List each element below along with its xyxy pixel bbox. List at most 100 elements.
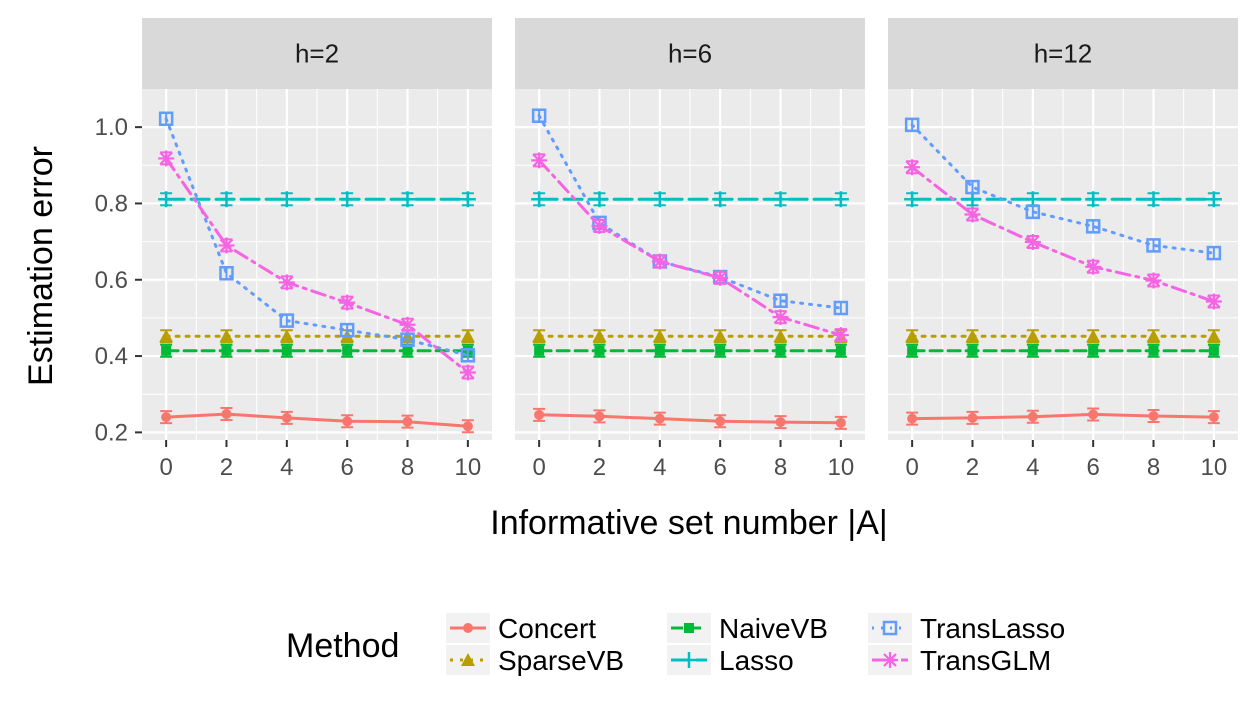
data-point — [161, 345, 172, 356]
data-point — [279, 313, 295, 328]
data-point — [652, 329, 667, 343]
data-point — [965, 329, 980, 343]
data-point — [1206, 245, 1222, 261]
data-point — [339, 294, 356, 311]
data-point — [399, 191, 416, 208]
data-point — [339, 322, 355, 338]
data-point — [833, 300, 849, 316]
data-point — [712, 191, 729, 208]
data-point — [904, 191, 921, 208]
series-line — [164, 412, 470, 428]
data-point — [967, 412, 978, 423]
series-group — [531, 108, 849, 430]
series-line — [537, 413, 843, 425]
data-point — [1027, 345, 1038, 356]
data-point — [1145, 272, 1162, 289]
data-point — [651, 253, 668, 270]
x-tick-label: 4 — [1026, 454, 1039, 481]
series-line — [537, 114, 843, 310]
data-point — [218, 237, 235, 254]
legend-marker — [882, 620, 898, 636]
legend-title: Method — [286, 627, 399, 665]
legend-entry-translasso: TransLasso — [868, 613, 1065, 644]
data-point — [832, 191, 849, 208]
data-point — [1208, 412, 1219, 423]
y-tick-label: 0.2 — [95, 419, 128, 446]
data-point — [342, 345, 353, 356]
x-tick-label: 8 — [401, 454, 414, 481]
panel-h-2: h=2 0 2 4 6 8 10 — [142, 18, 492, 481]
data-point — [1146, 238, 1161, 253]
data-point — [712, 269, 729, 286]
series-group — [904, 117, 1222, 426]
y-axis-title: Estimation error — [22, 146, 60, 386]
legend-label: SparseVB — [498, 645, 624, 676]
series-sparsevb — [905, 329, 1221, 344]
x-tick-label: 0 — [159, 454, 172, 481]
y-tick-label: 0.8 — [95, 190, 128, 217]
data-point — [221, 409, 232, 420]
gridlines — [142, 89, 492, 440]
data-point — [1085, 219, 1101, 234]
legend-marker — [882, 652, 898, 668]
data-point — [1024, 233, 1041, 250]
legend-entry-sparsevb: SparseVB — [446, 645, 624, 676]
data-point — [281, 345, 292, 356]
x-tick-label: 8 — [1147, 454, 1160, 481]
data-point — [654, 345, 665, 356]
data-point — [278, 274, 295, 291]
x-axis: 0 2 4 6 8 10 — [159, 440, 481, 481]
x-axis: 0 2 4 6 8 10 — [532, 440, 854, 481]
data-point — [460, 348, 476, 363]
data-point — [462, 421, 473, 432]
data-point — [835, 417, 846, 428]
data-point — [651, 191, 668, 208]
x-tick-label: 0 — [532, 454, 545, 481]
x-tick-label: 2 — [220, 454, 233, 481]
data-point — [534, 345, 545, 356]
facet-strip — [142, 18, 492, 89]
data-point — [715, 416, 726, 427]
series-line — [910, 412, 1216, 421]
data-point — [159, 329, 174, 343]
data-point — [1085, 258, 1102, 275]
data-point — [1205, 293, 1222, 310]
data-point — [532, 329, 547, 343]
series-lasso — [158, 191, 476, 208]
data-point — [400, 332, 415, 347]
data-point — [715, 345, 726, 356]
data-point — [904, 117, 920, 133]
facet-strip-label: h=6 — [668, 39, 712, 69]
series-concert — [160, 407, 474, 434]
x-tick-label: 10 — [455, 454, 482, 481]
data-point — [218, 191, 235, 208]
data-point — [835, 345, 846, 356]
x-tick-label: 4 — [653, 454, 666, 481]
data-point — [1148, 345, 1159, 356]
data-point — [1205, 191, 1222, 208]
data-point — [1025, 329, 1040, 343]
series-translasso — [904, 117, 1222, 261]
legend-marker — [461, 653, 475, 666]
data-point — [907, 413, 918, 424]
data-point — [281, 412, 292, 423]
data-point — [594, 411, 605, 422]
series-concert — [906, 407, 1220, 426]
data-point — [402, 345, 413, 356]
data-point — [1145, 191, 1162, 208]
legend-entry-concert: Concert — [446, 613, 596, 644]
data-point — [1208, 345, 1219, 356]
series-group — [158, 111, 476, 434]
data-point — [592, 329, 607, 343]
facet-strip — [888, 18, 1238, 89]
data-point — [1146, 329, 1161, 343]
data-point — [339, 191, 356, 208]
data-point — [460, 329, 475, 343]
data-point — [219, 329, 234, 343]
series-naivevb — [533, 343, 847, 358]
series-line — [164, 117, 470, 357]
data-point — [654, 413, 665, 424]
x-tick-label: 10 — [1201, 454, 1228, 481]
